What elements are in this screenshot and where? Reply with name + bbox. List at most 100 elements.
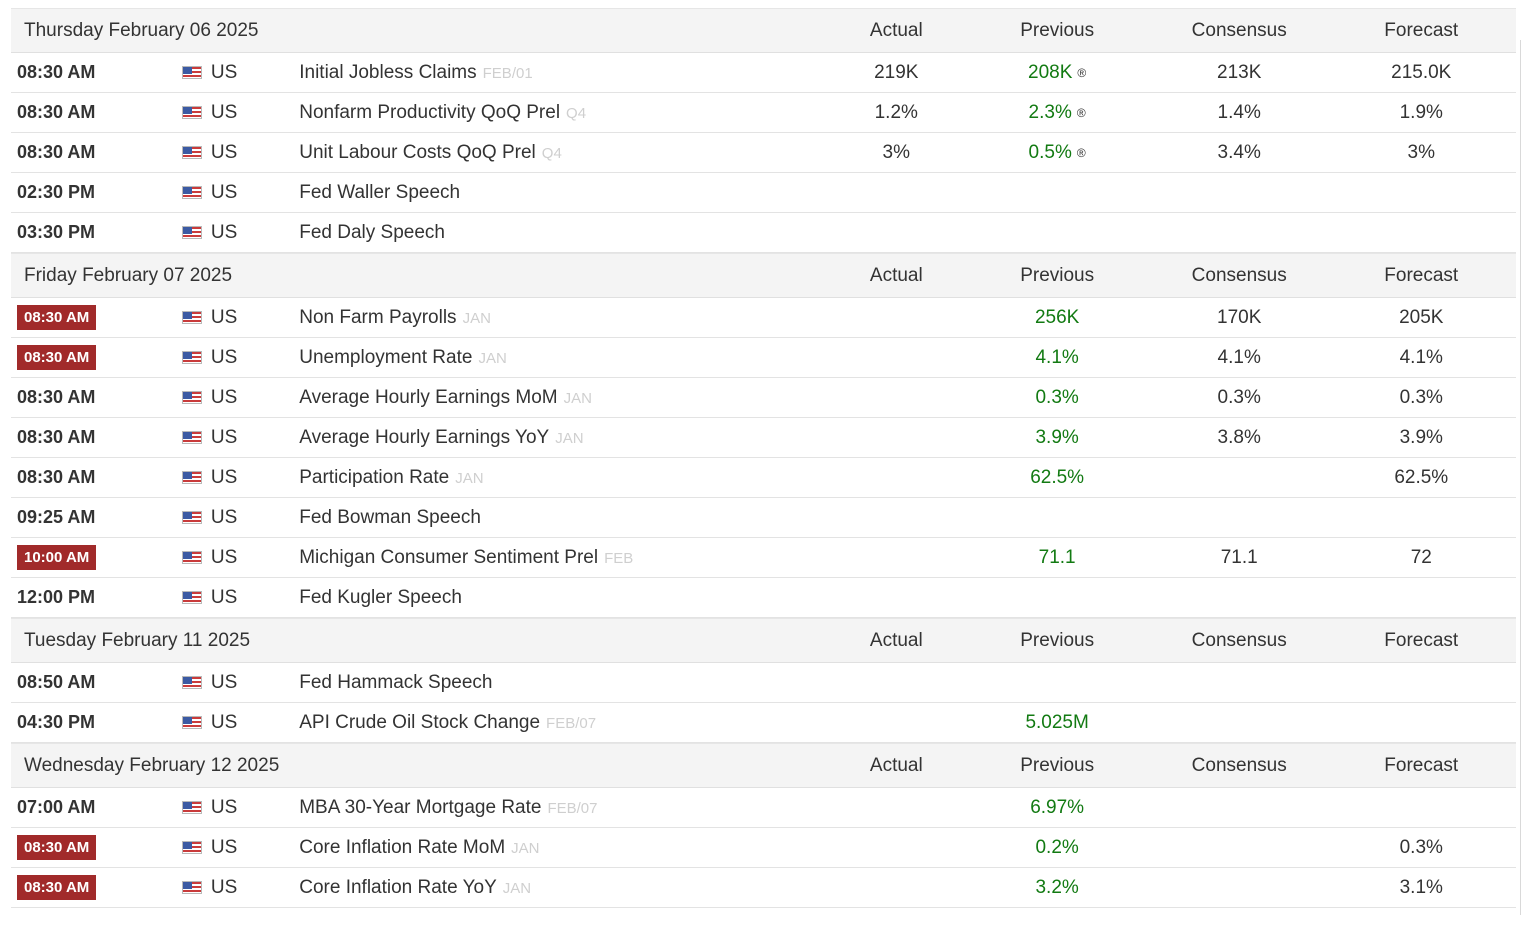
event-name-link[interactable]: Average Hourly Earnings YoY xyxy=(299,426,550,448)
event-row[interactable]: 03:30 PM US Fed Daly Speech xyxy=(11,213,1516,253)
column-header-forecast[interactable]: Forecast xyxy=(1384,19,1459,41)
previous-value: 0.3% xyxy=(1035,386,1079,408)
column-header-actual[interactable]: Actual xyxy=(869,629,923,651)
day-date: Tuesday February 11 2025 xyxy=(24,629,251,651)
event-name-link[interactable]: Average Hourly Earnings MoM xyxy=(299,386,558,408)
time-label: 08:30 AM xyxy=(17,62,96,82)
event-time: 08:50 AM xyxy=(11,672,179,693)
event-row[interactable]: 04:30 PM US API Crude Oil Stock Change FEB/… xyxy=(11,703,1516,743)
event-row[interactable]: 08:30 AM US Average Hourly Earnings YoY JAN… xyxy=(11,418,1516,458)
event-name-link[interactable]: Core Inflation Rate MoM xyxy=(299,836,506,858)
event-country: US xyxy=(179,467,299,489)
column-header-actual[interactable]: Actual xyxy=(869,754,923,776)
event-name-cell[interactable]: Michigan Consumer Sentiment Prel FEB xyxy=(299,547,830,569)
actual-value: 219K xyxy=(874,61,919,83)
event-name-cell[interactable]: Core Inflation Rate YoY JAN xyxy=(299,877,830,899)
column-header-forecast[interactable]: Forecast xyxy=(1384,629,1459,651)
column-header-previous[interactable]: Previous xyxy=(1020,264,1095,286)
column-header-consensus[interactable]: Consensus xyxy=(1191,19,1287,41)
column-header-consensus[interactable]: Consensus xyxy=(1191,754,1287,776)
event-name-link[interactable]: Core Inflation Rate YoY xyxy=(299,876,497,898)
event-row[interactable]: 08:30 AM US Nonfarm Productivity QoQ Prel Q… xyxy=(11,93,1516,133)
event-name-link[interactable]: Fed Bowman Speech xyxy=(299,506,481,528)
event-name-cell[interactable]: Average Hourly Earnings YoY JAN xyxy=(299,427,830,449)
event-name-cell[interactable]: Participation Rate JAN xyxy=(299,467,830,489)
event-row[interactable]: 08:30 AM US Non Farm Payrolls JAN 256K 170K 20… xyxy=(11,298,1516,338)
country-code: US xyxy=(210,876,238,898)
event-row[interactable]: 07:00 AM US MBA 30-Year Mortgage Rate FEB/0… xyxy=(11,788,1516,828)
event-name-cell[interactable]: Fed Kugler Speech xyxy=(299,587,830,609)
event-row[interactable]: 08:30 AM US Unit Labour Costs QoQ Prel Q4 3%… xyxy=(11,133,1516,173)
event-row[interactable]: 08:30 AM US Participation Rate JAN 62.5% 62.5… xyxy=(11,458,1516,498)
previous-value: 6.97% xyxy=(1030,796,1085,818)
country-code: US xyxy=(210,506,238,528)
event-name-cell[interactable]: Unemployment Rate JAN xyxy=(299,347,830,369)
previous-value: 0.2% xyxy=(1035,836,1079,858)
event-row[interactable]: 12:00 PM US Fed Kugler Speech xyxy=(11,578,1516,618)
column-header-actual[interactable]: Actual xyxy=(869,19,923,41)
event-name-link[interactable]: Fed Kugler Speech xyxy=(299,586,462,608)
revised-icon: ® xyxy=(1076,145,1086,160)
event-name-link[interactable]: API Crude Oil Stock Change xyxy=(299,711,541,733)
event-country: US xyxy=(179,387,299,409)
event-country: US xyxy=(179,712,299,734)
day-header: Tuesday February 11 2025 Actual Previous Co… xyxy=(11,618,1516,663)
event-name-cell[interactable]: Fed Waller Speech xyxy=(299,182,830,204)
column-header-consensus[interactable]: Consensus xyxy=(1191,629,1287,651)
event-name-cell[interactable]: Non Farm Payrolls JAN xyxy=(299,307,830,329)
forecast-value: 4.1% xyxy=(1399,346,1443,368)
event-name-cell[interactable]: Fed Hammack Speech xyxy=(299,672,830,694)
event-name-cell[interactable]: Fed Daly Speech xyxy=(299,222,830,244)
country-code: US xyxy=(210,586,238,608)
event-time: 08:30 AM xyxy=(11,835,179,860)
column-header-forecast[interactable]: Forecast xyxy=(1384,754,1459,776)
event-name-cell[interactable]: Nonfarm Productivity QoQ Prel Q4 xyxy=(299,102,830,124)
event-name-link[interactable]: Non Farm Payrolls xyxy=(299,306,457,328)
event-name-cell[interactable]: API Crude Oil Stock Change FEB/07 xyxy=(299,712,830,734)
actual-value: 3% xyxy=(882,141,910,163)
column-header-consensus[interactable]: Consensus xyxy=(1191,264,1287,286)
previous-value-cell: 0.3% xyxy=(962,387,1151,409)
event-name-link[interactable]: Unemployment Rate xyxy=(299,346,473,368)
event-name-cell[interactable]: Core Inflation Rate MoM JAN xyxy=(299,837,830,859)
event-name-link[interactable]: Unit Labour Costs QoQ Prel xyxy=(299,141,536,163)
event-name-link[interactable]: Initial Jobless Claims xyxy=(299,61,477,83)
column-header-previous[interactable]: Previous xyxy=(1020,754,1095,776)
event-name-cell[interactable]: Initial Jobless Claims FEB/01 xyxy=(299,62,830,84)
forecast-value: 0.3% xyxy=(1399,386,1443,408)
previous-value: 2.3% xyxy=(1028,101,1072,123)
event-row[interactable]: 09:25 AM US Fed Bowman Speech xyxy=(11,498,1516,538)
column-header-forecast[interactable]: Forecast xyxy=(1384,264,1459,286)
column-header-previous[interactable]: Previous xyxy=(1020,19,1095,41)
event-row[interactable]: 08:50 AM US Fed Hammack Speech xyxy=(11,663,1516,703)
event-row[interactable]: 08:30 AM US Initial Jobless Claims FEB/01 21… xyxy=(11,53,1516,93)
event-row[interactable]: 08:30 AM US Average Hourly Earnings MoM JAN… xyxy=(11,378,1516,418)
column-header-previous[interactable]: Previous xyxy=(1020,629,1095,651)
event-time: 08:30 AM xyxy=(11,467,179,488)
country-code: US xyxy=(210,101,238,123)
column-header-actual[interactable]: Actual xyxy=(869,264,923,286)
event-name-link[interactable]: Participation Rate xyxy=(299,466,450,488)
consensus-value: 1.4% xyxy=(1217,101,1261,123)
country-code: US xyxy=(210,796,238,818)
event-name-link[interactable]: Fed Hammack Speech xyxy=(299,671,493,693)
event-row[interactable]: 08:30 AM US Core Inflation Rate MoM JAN 0.2%… xyxy=(11,828,1516,868)
event-name-cell[interactable]: Unit Labour Costs QoQ Prel Q4 xyxy=(299,142,830,164)
event-name-link[interactable]: MBA 30-Year Mortgage Rate xyxy=(299,796,542,818)
event-country: US xyxy=(179,142,299,164)
us-flag-icon xyxy=(181,226,202,239)
event-name-cell[interactable]: Average Hourly Earnings MoM JAN xyxy=(299,387,830,409)
event-row[interactable]: 08:30 AM US Core Inflation Rate YoY JAN 3.2%… xyxy=(11,868,1516,908)
event-name-link[interactable]: Fed Daly Speech xyxy=(299,221,445,243)
event-name-cell[interactable]: Fed Bowman Speech xyxy=(299,507,830,529)
event-name-link[interactable]: Michigan Consumer Sentiment Prel xyxy=(299,546,599,568)
event-row[interactable]: 08:30 AM US Unemployment Rate JAN 4.1% 4.1% 4.… xyxy=(11,338,1516,378)
event-name-link[interactable]: Nonfarm Productivity QoQ Prel xyxy=(299,101,561,123)
event-name-link[interactable]: Fed Waller Speech xyxy=(299,181,461,203)
event-row[interactable]: 02:30 PM US Fed Waller Speech xyxy=(11,173,1516,213)
us-flag-icon xyxy=(181,881,202,894)
event-row[interactable]: 10:00 AM US Michigan Consumer Sentiment Pr… xyxy=(11,538,1516,578)
event-time: 08:30 AM xyxy=(11,427,179,448)
scrollbar-track[interactable] xyxy=(1520,40,1521,915)
event-name-cell[interactable]: MBA 30-Year Mortgage Rate FEB/07 xyxy=(299,797,830,819)
